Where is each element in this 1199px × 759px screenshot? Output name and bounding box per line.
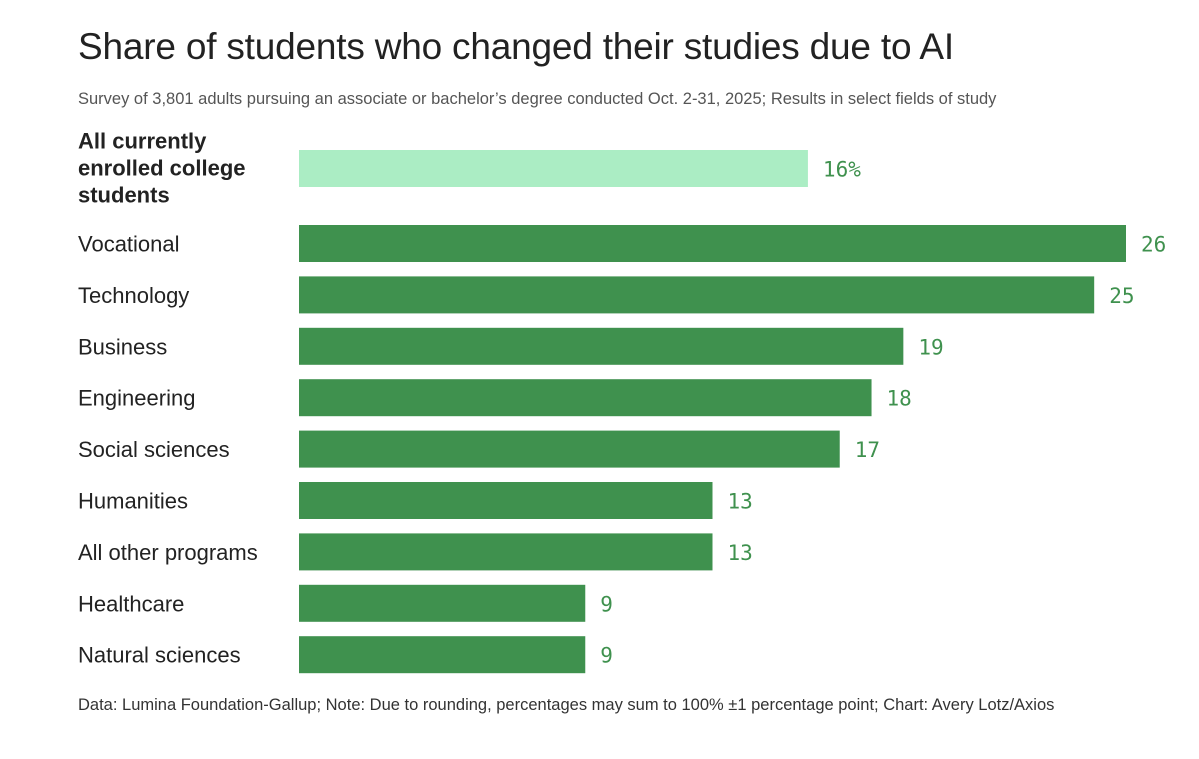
bar-technology [299, 276, 1095, 314]
bar-healthcare [299, 584, 586, 622]
chart-subtitle: Survey of 3,801 adults pursuing an assoc… [78, 90, 997, 108]
bar-business [299, 327, 904, 365]
source-note: Data: Lumina Foundation-Gallup; Note: Du… [78, 696, 1055, 714]
value-label-humanities: 13 [728, 490, 753, 514]
value-label-business: 19 [918, 335, 943, 359]
category-label-business: Business [78, 334, 167, 359]
bar-vocational [299, 225, 1126, 262]
value-labels-layer: 16% 26 25 19 18 17 13 13 9 9 [600, 158, 1166, 668]
value-label-vocational: 26 [1141, 233, 1166, 257]
category-label-social-sciences: Social sciences [78, 437, 230, 462]
bar-natural-sciences [299, 636, 586, 674]
bar-humanities [299, 482, 713, 519]
category-label-all-currently-enrolled-college-students: All currently enrolled college students [78, 129, 246, 208]
chart-title: Share of students who changed their stud… [78, 26, 954, 67]
category-label-humanities: Humanities [78, 489, 188, 514]
category-label-engineering: Engineering [78, 386, 195, 411]
value-label-technology: 25 [1109, 284, 1134, 308]
category-label-vocational: Vocational [78, 232, 180, 257]
bars-layer [299, 150, 1126, 674]
bar-all-other-programs [299, 533, 713, 571]
bar-all-currently-enrolled-college-students [299, 150, 808, 187]
category-label-all-other-programs: All other programs [78, 540, 258, 565]
category-label-technology: Technology [78, 283, 189, 308]
category-label-natural-sciences: Natural sciences [78, 643, 241, 668]
value-label-all-currently-enrolled-college-students: 16% [823, 158, 861, 182]
category-label-healthcare: Healthcare [78, 591, 184, 616]
value-label-engineering: 18 [887, 387, 912, 411]
bar-engineering [299, 379, 872, 417]
value-label-social-sciences: 17 [855, 438, 880, 462]
value-label-healthcare: 9 [600, 592, 613, 616]
value-label-natural-sciences: 9 [600, 644, 613, 668]
value-label-all-other-programs: 13 [728, 541, 753, 565]
bar-social-sciences [299, 430, 840, 468]
bar-chart: All currently enrolled college students Voc… [78, 129, 1166, 674]
category-labels-layer: All currently enrolled college students Voc… [78, 129, 258, 668]
